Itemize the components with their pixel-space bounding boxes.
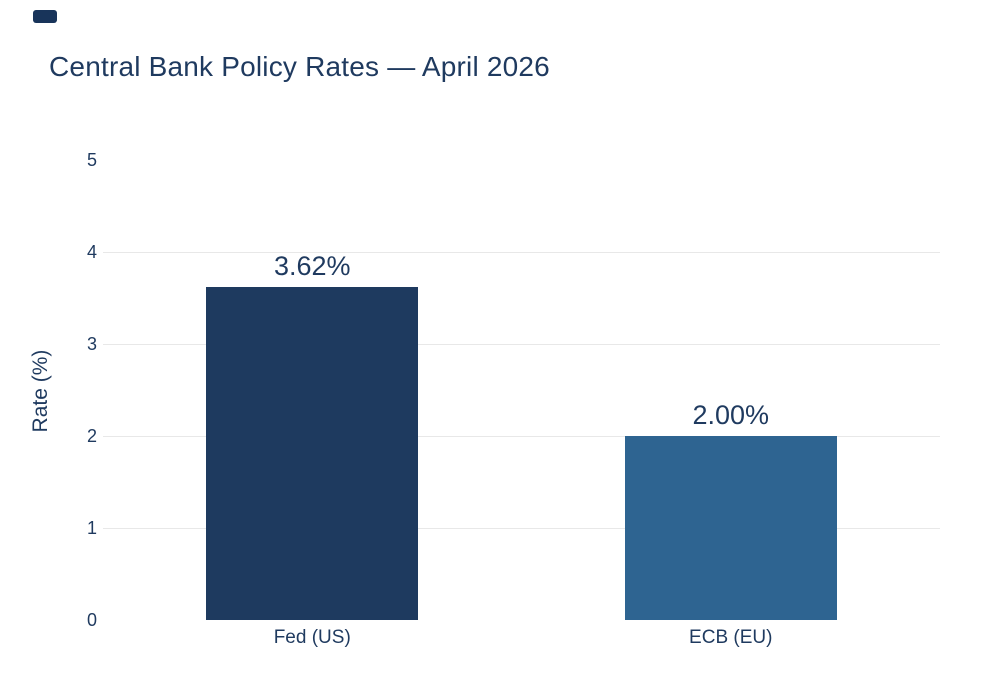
gridline-y-2 — [103, 436, 940, 437]
y-tick-label: 5 — [86, 150, 97, 170]
chart-title: Central Bank Policy Rates — April 2026 — [49, 51, 550, 82]
gridline-y-1 — [103, 528, 940, 529]
x-tick-label: Fed (US) — [273, 627, 351, 648]
bar-fed-us[interactable] — [206, 286, 419, 620]
y-axis-title: Rate (%) — [29, 349, 52, 433]
bar-value-label: 3.62% — [273, 250, 351, 281]
bar-value-label: 2.00% — [692, 400, 770, 430]
y-tick-label: 3 — [86, 334, 97, 354]
bar-ecb-eu[interactable] — [624, 436, 837, 620]
x-tick-label: ECB (EU) — [689, 627, 773, 648]
top-left-accent-mark — [33, 10, 57, 23]
y-tick-label: 1 — [86, 518, 97, 538]
y-tick-label: 4 — [86, 242, 97, 262]
plot-area — [103, 160, 940, 620]
gridline-y-3 — [103, 344, 940, 345]
y-tick-label: 2 — [86, 426, 97, 446]
y-tick-label: 0 — [86, 610, 97, 630]
gridline-y-4 — [103, 252, 940, 253]
